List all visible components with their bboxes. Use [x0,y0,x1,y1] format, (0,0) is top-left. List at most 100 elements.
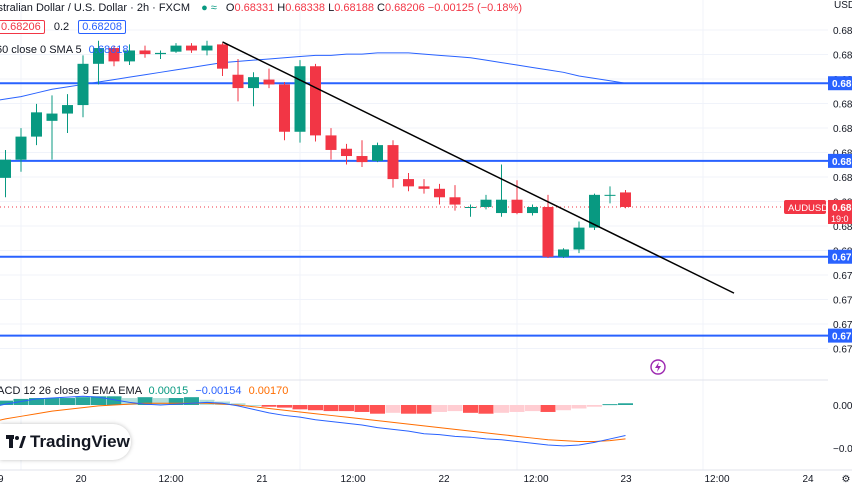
macd-line-value: −0.00154 [195,385,242,397]
candle-body [418,186,430,189]
macd-histogram-bar [184,397,199,405]
price-tick-label: 0.67 [833,345,852,356]
candle-body [310,66,321,136]
price-tick-label: 0.68 [833,100,852,111]
alert-icon[interactable] [650,359,666,375]
candle-body [201,45,213,51]
time-tick-label: 12:00 [523,474,548,485]
tradingview-logo[interactable]: TradingView [0,424,131,460]
line-price-tag [828,249,852,264]
price-tick-label: 0.68 [833,51,852,62]
candle-body [325,135,337,150]
macd-histogram-bar [339,405,354,412]
candles [0,40,631,258]
candle-body [573,227,585,250]
trend-line[interactable] [222,41,735,294]
macd-histogram-bar [153,398,168,405]
candle [62,94,73,133]
candle [93,40,104,85]
macd-histogram-bar [246,405,261,406]
candle-body [449,197,461,205]
candle-body [542,206,554,257]
tradingview-logo-text: TradingView [30,432,130,451]
candle-body [372,145,383,161]
candle-body [341,148,352,157]
candle-body [77,63,89,106]
macd-histogram-bar [292,405,308,410]
line-price-label: 0.67 [832,332,852,343]
candle [201,40,213,56]
candle-body [93,48,104,64]
macd-histogram-bar [29,398,44,405]
candle-body [263,79,275,85]
currency-label: USD [834,0,852,11]
macd-histogram-bar [122,398,137,405]
price-tick-label: 0.67 [833,320,852,331]
candle-body [604,194,616,196]
ohlc-open: 0.68331 [234,2,275,14]
candle [263,68,275,89]
macd-histogram-bar [354,405,370,412]
candle [31,103,42,146]
candle-body [279,84,290,132]
symbol-title[interactable]: Australian Dollar / U.S. Dollar · 2h · F… [0,2,190,14]
compare-icon[interactable]: ≈ [210,2,217,14]
macd-histogram-bar [261,405,277,407]
macd-histogram-bar [137,397,153,405]
price-tick-label: 0.68 [833,173,852,184]
candle-body [31,112,42,137]
price-tick-label: 0.68 [833,124,852,135]
price-axis[interactable]: USD 0.68 0.68 0.68 0.68 0.68 0.68 0.68 0.68 0.68 0… [784,0,852,470]
ohlc-change: −0.00125 (−0.18%) [427,2,522,14]
macd-histogram-bar [323,405,339,412]
candle [356,140,368,167]
time-axis[interactable]: 19 20 12:00 21 12:00 22 12:00 23 12:00 24 ⚙ [0,469,852,485]
line-price-tag [828,328,852,343]
candle [170,43,182,53]
time-tick-label: 21 [256,474,268,485]
line-price-label: 0.67 [832,253,852,264]
candle-body [217,44,228,69]
trend-line-group[interactable] [222,41,735,294]
ohlc-open-label: O [225,2,235,14]
candle-body [294,66,306,132]
candle-body [434,188,445,198]
ask-price-button[interactable]: 0.68208 [78,20,126,34]
ohlc-low: 0.68188 [334,2,374,14]
candle-body [170,45,182,52]
ohlc-high: 0.68338 [285,2,325,14]
candle [186,43,197,53]
candle [0,149,11,198]
symbol-tag[interactable] [784,199,826,214]
candle [108,45,120,67]
candle [155,50,166,59]
macd-histogram-bar [571,405,587,409]
candle-body [0,159,11,178]
macd-line [0,395,626,447]
sma-line [0,52,626,101]
bid-price-button[interactable]: 0.68206 [0,20,45,34]
spread-value: 0.2 [53,21,70,33]
symbol-tag-label: AUDUSD [788,203,828,214]
candle-body [465,206,476,208]
grid [0,0,828,470]
candle [77,55,89,118]
horizontal-lines[interactable] [0,82,828,337]
candle-body [186,45,197,51]
price-tick-label: 0.68 [833,222,852,233]
time-tick-label: 12:00 [340,474,365,485]
macd-histogram-bar [75,397,91,405]
candle-body [558,249,569,257]
settings-icon[interactable]: ⚙ [842,474,851,485]
macd-label: MACD 12 26 close 9 EMA EMA [0,385,142,397]
ohlc-close-label: C [377,2,385,14]
candle [387,140,399,188]
macd-legend[interactable]: MACD 12 26 close 9 EMA EMA 0.00015 −0.00… [0,385,288,397]
macd-histogram-bar [401,405,416,414]
candle-body [232,74,244,89]
candle [527,204,538,216]
ohlc-low-label: L [328,2,335,14]
sma-legend[interactable]: 60 close 0 SMA 5 0.68618 [0,44,128,56]
candle-body [248,77,259,89]
